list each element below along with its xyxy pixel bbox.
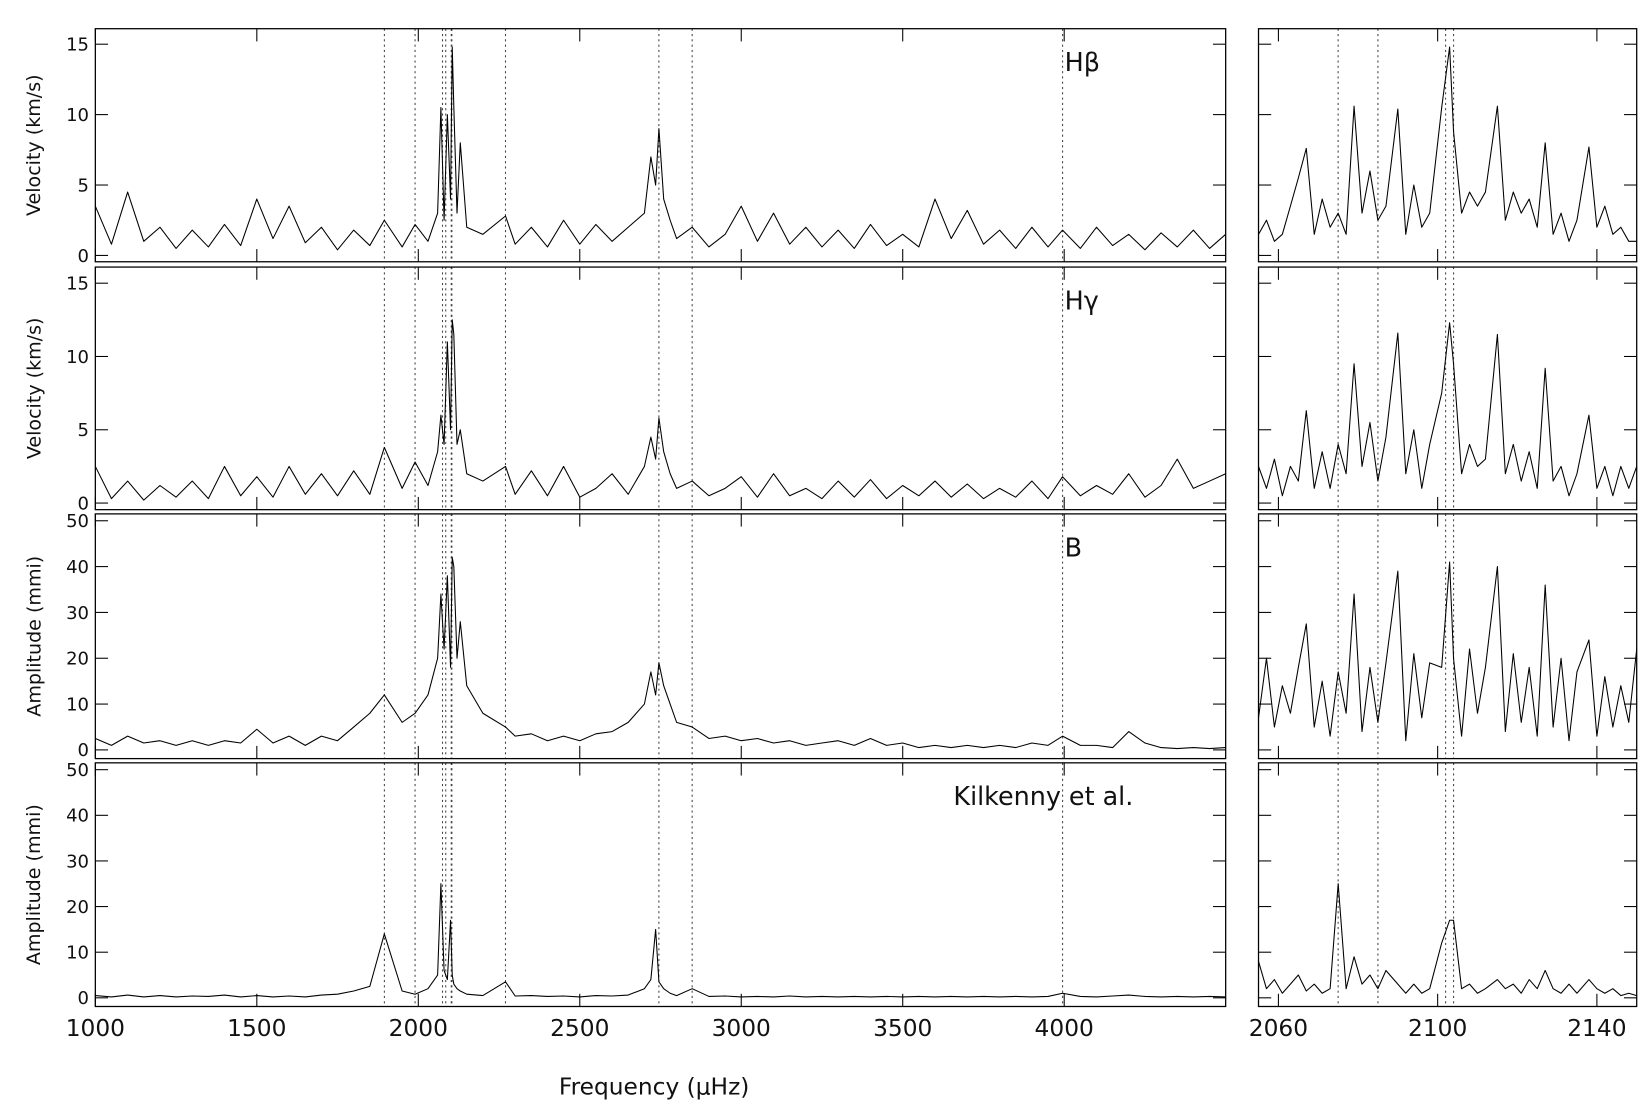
panel-frame	[94, 266, 1227, 511]
y-tick-label: 10	[66, 943, 89, 964]
panel-frame	[94, 513, 1227, 760]
x-tick-label: 2100	[1408, 1015, 1467, 1042]
y-tick-label: 50	[66, 760, 89, 781]
panel-frame	[1257, 762, 1638, 1008]
panel-frame	[1257, 28, 1638, 263]
x-tick-label: 3500	[873, 1015, 932, 1042]
y-tick-label: 40	[66, 557, 89, 578]
y-tick-label: 10	[66, 347, 89, 368]
y-tick-label: 0	[78, 246, 89, 267]
y-tick-label: 20	[66, 649, 89, 670]
y-axis-label: Amplitude (mmi)	[23, 804, 45, 965]
spectrum-line	[94, 319, 1226, 501]
spectrum-line	[1258, 883, 1637, 997]
x-tick-label: 2500	[550, 1015, 609, 1042]
y-tick-label: 0	[78, 988, 89, 1009]
panel-label: Hβ	[1065, 47, 1100, 77]
spectrum-line	[95, 556, 1226, 750]
spectrum-line	[1258, 322, 1638, 497]
x-tick-label: 2000	[389, 1015, 448, 1042]
panel-frame	[1257, 266, 1638, 511]
x-tick-label: 4000	[1035, 1015, 1094, 1042]
y-tick-label: 5	[78, 175, 89, 196]
y-axis-label: Amplitude (mmi)	[23, 556, 45, 717]
y-axis-label: Velocity (km/s)	[23, 318, 45, 460]
x-tick-label: 3000	[712, 1015, 771, 1042]
spectrum-line	[95, 883, 1226, 998]
y-tick-label: 30	[66, 603, 89, 624]
x-tick-label: 1000	[66, 1015, 125, 1042]
y-tick-label: 10	[66, 694, 89, 715]
panel-label: Kilkenny et al.	[953, 781, 1133, 811]
y-tick-label: 15	[66, 274, 89, 295]
spectrum-line	[94, 46, 1227, 251]
x-tick-label: 2140	[1567, 1015, 1626, 1042]
panel-label: Hγ	[1065, 285, 1099, 315]
y-tick-label: 5	[78, 420, 89, 441]
y-axis-label: Velocity (km/s)	[23, 74, 45, 216]
y-tick-label: 20	[66, 897, 89, 918]
x-axis-label: Frequency (μHz)	[559, 1073, 750, 1100]
spectrum-line	[1257, 561, 1638, 742]
x-tick-label: 1500	[227, 1015, 286, 1042]
y-tick-label: 15	[66, 35, 89, 56]
y-tick-label: 10	[66, 105, 89, 126]
panel-frame	[94, 762, 1227, 1008]
y-tick-label: 40	[66, 806, 89, 827]
y-tick-label: 0	[78, 493, 89, 514]
panel-label: B	[1065, 532, 1082, 562]
y-tick-label: 30	[66, 851, 89, 872]
spectrum-line	[1258, 46, 1637, 242]
panel-frame	[1257, 513, 1638, 760]
y-tick-label: 0	[78, 740, 89, 761]
y-tick-label: 50	[66, 511, 89, 532]
panel-frame	[94, 28, 1227, 263]
x-tick-label: 2060	[1249, 1015, 1308, 1042]
